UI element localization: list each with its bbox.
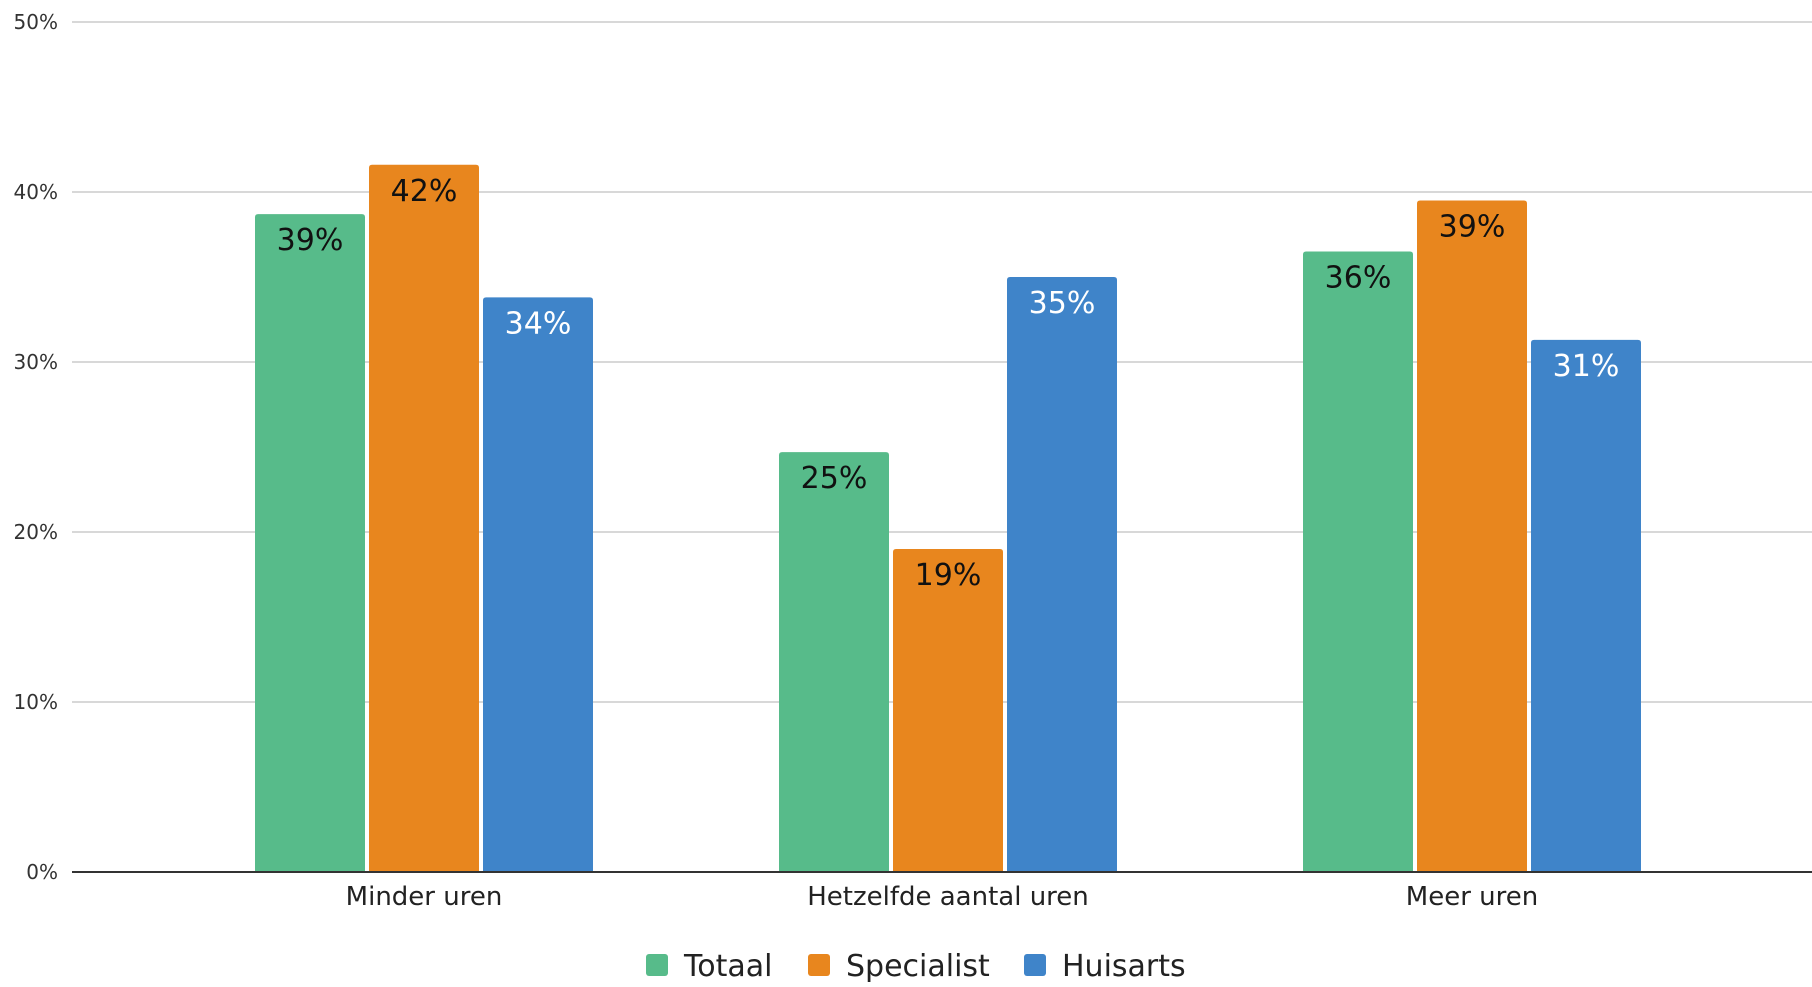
data-label-specialist-1: 19% <box>915 558 982 593</box>
y-tick-label: 40% <box>14 180 58 204</box>
bar-specialist-0 <box>369 164 479 873</box>
legend-label-huisarts: Huisarts <box>1062 949 1186 982</box>
y-axis: 0% 10% 20% 30% 40% 50% <box>14 10 58 884</box>
legend-label-totaal: Totaal <box>683 949 772 982</box>
data-label-specialist-0: 42% <box>391 174 458 209</box>
x-tick-label: Hetzelfde aantal uren <box>807 882 1089 912</box>
data-label-huisarts-0: 34% <box>505 306 572 341</box>
legend: Totaal Specialist Huisarts <box>646 949 1186 984</box>
y-tick-label: 10% <box>14 690 58 714</box>
y-tick-label: 0% <box>26 860 58 884</box>
x-tick-label: Minder uren <box>346 882 503 912</box>
legend-item-specialist: Specialist <box>808 949 990 984</box>
y-tick-label: 30% <box>14 350 58 374</box>
bar-specialist-2 <box>1417 200 1527 872</box>
bar-totaal-2 <box>1303 251 1413 872</box>
bar-huisarts-0 <box>483 297 593 872</box>
y-tick-label: 50% <box>14 10 58 34</box>
legend-label-specialist: Specialist <box>846 949 990 982</box>
legend-swatch-specialist <box>808 954 830 976</box>
y-tick-label: 20% <box>14 520 58 544</box>
bar-huisarts-1 <box>1007 277 1117 872</box>
bar-totaal-0 <box>255 214 365 873</box>
bar-totaal-1 <box>779 452 889 872</box>
bar-specialist-1 <box>893 549 1003 872</box>
x-tick-label: Meer uren <box>1406 882 1538 912</box>
legend-swatch-huisarts <box>1024 954 1046 976</box>
x-axis: Minder uren Hetzelfde aantal uren Meer ure… <box>72 871 1812 912</box>
data-label-totaal-1: 25% <box>801 461 868 496</box>
data-label-totaal-0: 39% <box>277 223 344 258</box>
bars <box>255 164 1641 873</box>
data-label-totaal-2: 36% <box>1325 261 1392 296</box>
legend-swatch-totaal <box>646 954 668 976</box>
bar-huisarts-2 <box>1531 339 1641 872</box>
data-label-huisarts-1: 35% <box>1029 286 1096 321</box>
data-labels: 39% 42% 34% 25% 19% 35% 36% 39% 31% <box>277 174 1620 593</box>
data-label-specialist-2: 39% <box>1439 210 1506 245</box>
data-label-huisarts-2: 31% <box>1553 349 1620 384</box>
legend-item-huisarts: Huisarts <box>1024 949 1186 984</box>
legend-item-totaal: Totaal <box>646 949 772 984</box>
